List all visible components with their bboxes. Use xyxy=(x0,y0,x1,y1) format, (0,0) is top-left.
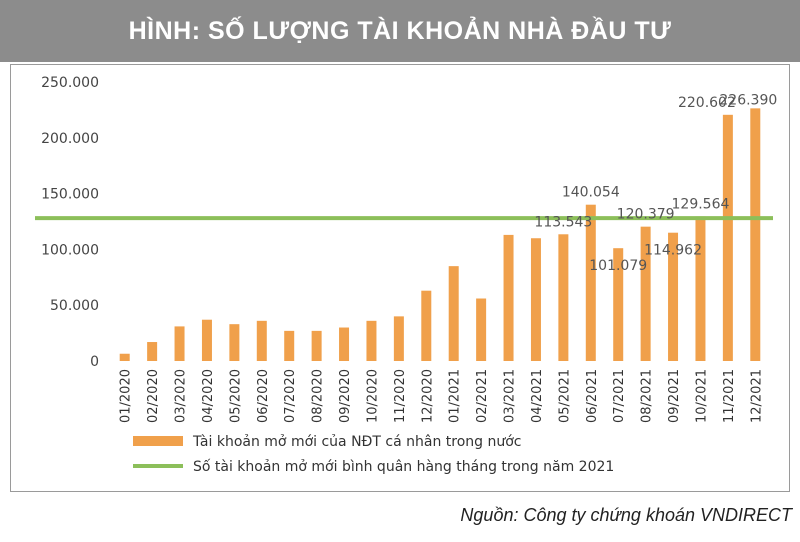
data-label: 140.054 xyxy=(562,185,620,201)
x-tick-label: 06/2021 xyxy=(585,369,600,423)
bar xyxy=(750,108,761,361)
bar xyxy=(558,234,569,361)
data-label: 114.962 xyxy=(644,243,702,259)
x-tick-label: 01/2021 xyxy=(448,369,463,423)
data-label: 120.379 xyxy=(617,207,675,223)
x-tick-label: 11/2021 xyxy=(722,369,737,423)
y-tick-label: 100.000 xyxy=(41,242,99,258)
bar xyxy=(201,319,212,361)
bar xyxy=(393,316,404,361)
bar xyxy=(147,342,158,361)
x-tick-label: 09/2020 xyxy=(338,369,353,423)
y-tick-label: 50.000 xyxy=(50,298,99,314)
x-tick-label: 02/2021 xyxy=(475,369,490,423)
x-tick-label: 09/2021 xyxy=(667,369,682,423)
bar xyxy=(366,320,377,361)
data-label: 226.390 xyxy=(719,92,777,108)
x-tick-label: 04/2020 xyxy=(201,369,216,423)
x-tick-label: 07/2021 xyxy=(612,369,627,423)
investor-accounts-chart: 0 50.000 100.000 150.000 200.000 250.000 113.5… xyxy=(35,75,777,475)
x-tick-label: 02/2020 xyxy=(146,369,161,423)
data-label: 101.079 xyxy=(589,258,647,274)
bar xyxy=(613,248,624,361)
bar xyxy=(668,232,679,361)
x-tick-label: 06/2020 xyxy=(256,369,271,423)
x-tick-label: 01/2020 xyxy=(119,369,134,423)
chart-frame: 0 50.000 100.000 150.000 200.000 250.000 113.5… xyxy=(10,64,790,492)
bar xyxy=(339,327,350,361)
y-tick-label: 200.000 xyxy=(41,131,99,147)
bar xyxy=(119,353,130,361)
chart-title: HÌNH: SỐ LƯỢNG TÀI KHOẢN NHÀ ĐẦU TƯ xyxy=(128,16,672,45)
bar xyxy=(421,290,432,361)
bar xyxy=(284,330,295,361)
data-label: 129.564 xyxy=(672,196,730,212)
bar xyxy=(256,320,267,361)
x-tick-label: 07/2020 xyxy=(283,369,298,423)
y-tick-label: 250.000 xyxy=(41,75,99,91)
x-tick-label: 12/2021 xyxy=(749,369,764,423)
bar xyxy=(585,204,596,361)
legend-line-label: Số tài khoản mở mới bình quân hàng tháng… xyxy=(193,458,614,475)
bar xyxy=(311,330,322,361)
x-tick-label: 11/2020 xyxy=(393,369,408,423)
x-tick-label: 05/2020 xyxy=(228,369,243,423)
x-tick-label: 08/2020 xyxy=(311,369,326,423)
y-tick-label: 150.000 xyxy=(41,187,99,203)
bar xyxy=(530,238,541,361)
x-tick-label: 10/2021 xyxy=(694,369,709,423)
x-tick-label: 03/2021 xyxy=(503,369,518,423)
bar xyxy=(448,266,459,361)
bar xyxy=(476,298,487,361)
bar xyxy=(174,326,185,361)
data-label: 113.543 xyxy=(534,214,592,230)
source-note: Nguồn: Công ty chứng khoán VNDIRECT xyxy=(460,505,792,525)
x-tick-label: 03/2020 xyxy=(174,369,189,423)
x-tick-label: 10/2020 xyxy=(365,369,380,423)
data-label: 220.602 xyxy=(678,95,736,111)
x-tick-label: 04/2021 xyxy=(530,369,545,423)
legend-bar-swatch xyxy=(133,436,183,446)
legend-bar-label: Tài khoản mở mới của NĐT cá nhân trong n… xyxy=(192,434,522,450)
bar xyxy=(503,234,514,361)
bar xyxy=(229,324,240,361)
bar xyxy=(722,114,733,361)
bar xyxy=(695,216,706,361)
x-tick-label: 12/2020 xyxy=(420,369,435,423)
x-tick-label: 05/2021 xyxy=(557,369,572,423)
x-tick-label: 08/2021 xyxy=(640,369,655,423)
title-bar: HÌNH: SỐ LƯỢNG TÀI KHOẢN NHÀ ĐẦU TƯ xyxy=(0,0,800,62)
bar xyxy=(640,226,651,361)
y-tick-label: 0 xyxy=(90,354,99,370)
